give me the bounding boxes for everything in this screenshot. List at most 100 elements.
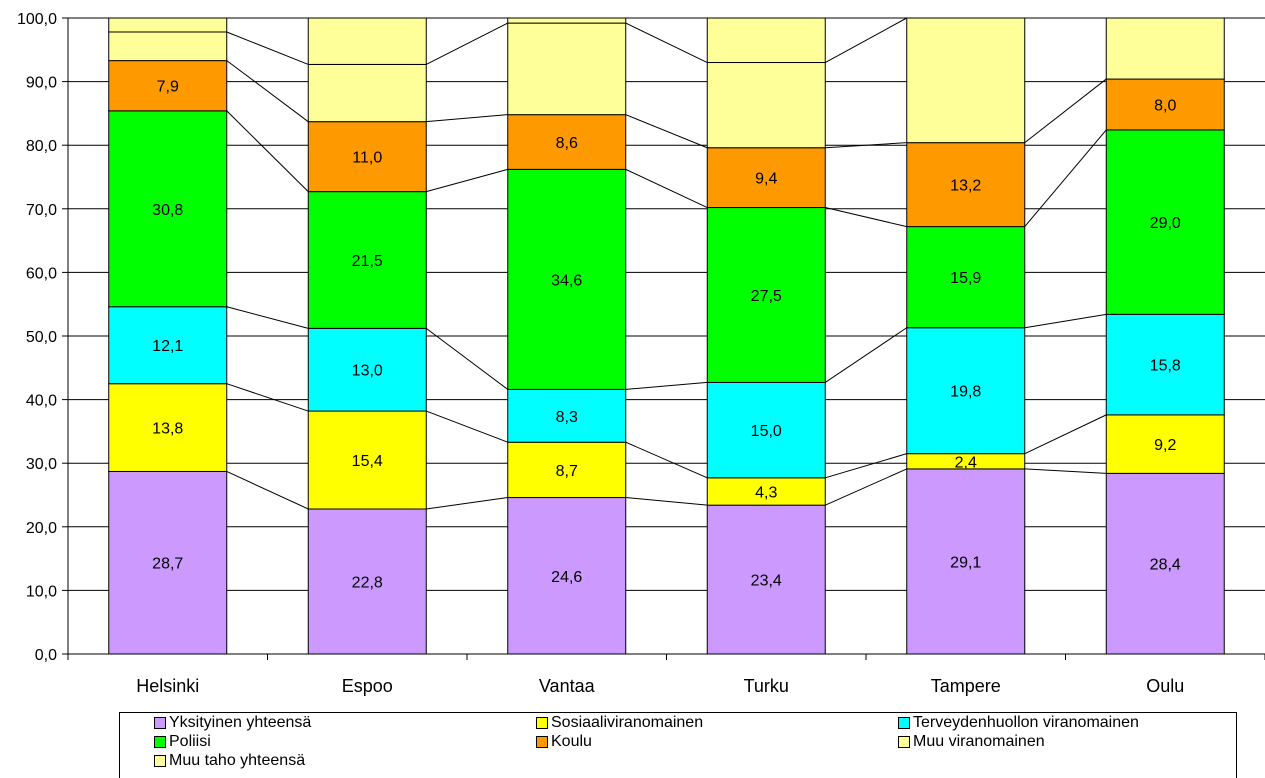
series-line	[426, 497, 508, 510]
series-line	[1024, 129, 1107, 227]
series-line	[625, 22, 708, 63]
bar-segment	[706, 147, 826, 209]
legend-item: Sosiaaliviranomainen	[536, 714, 703, 732]
legend-swatch	[898, 736, 910, 748]
legend-swatch	[154, 736, 166, 748]
axes: 0,0 10,0 20,0 30,0 40,0 50,0 60,0 70,0 80,0 90,0 1…	[17, 11, 1265, 696]
legend-item: Koulu	[536, 733, 592, 751]
bar-segment	[307, 17, 427, 65]
data-label: 23,4	[751, 573, 782, 590]
series-line	[1024, 414, 1107, 455]
y-tick-label: 50,0	[26, 329, 57, 346]
series-line	[1024, 313, 1107, 329]
bar-segment	[507, 17, 627, 24]
data-label: 30,8	[152, 202, 183, 219]
y-tick-label: 70,0	[26, 202, 57, 219]
legend-swatch	[898, 717, 910, 729]
data-label: 15,8	[1150, 358, 1181, 375]
legend-item: Muu viranomainen	[898, 733, 1045, 751]
data-label: 15,9	[950, 270, 981, 287]
bars	[108, 17, 1225, 655]
data-label: 8,3	[556, 409, 578, 426]
stacked-bar-chart: 0,0 10,0 20,0 30,0 40,0 50,0 60,0 70,0 80,0 90,0 1…	[17, 11, 1265, 696]
series-line	[1024, 468, 1107, 474]
legend-swatch	[154, 755, 166, 767]
data-label: 13,2	[950, 178, 981, 195]
bar-segment	[108, 110, 228, 308]
series-line	[426, 22, 508, 65]
y-tick-label: 60,0	[26, 265, 57, 282]
bar-segment	[108, 383, 228, 472]
bar-segment	[307, 410, 427, 510]
data-label: 12,1	[152, 338, 183, 355]
legend-label: Muu taho yhteensä	[169, 752, 306, 769]
bar-segment	[1105, 17, 1225, 80]
bar-segment	[706, 207, 826, 383]
series-line	[625, 497, 708, 506]
y-tick-label: 80,0	[26, 138, 57, 155]
data-label: 29,0	[1150, 215, 1181, 232]
legend-swatch	[154, 717, 166, 729]
series-line	[426, 114, 508, 123]
data-label: 28,7	[152, 556, 183, 573]
y-tick-label: 100,0	[17, 11, 57, 28]
bar-segment	[906, 142, 1026, 228]
data-label: 9,2	[1154, 437, 1176, 454]
bar-segment	[507, 441, 627, 499]
series-line	[825, 207, 907, 228]
series-line	[825, 453, 907, 479]
x-tick-label: Tampere	[931, 676, 1001, 696]
data-label: 8,6	[556, 135, 578, 152]
bar-segment	[307, 191, 427, 329]
legend-label: Muu viranomainen	[913, 733, 1045, 750]
bar-segment	[307, 508, 427, 655]
data-label: 11,0	[352, 150, 382, 167]
series-line	[625, 441, 708, 479]
series-line	[825, 17, 907, 63]
data-label: 34,6	[551, 272, 582, 289]
series-line	[825, 142, 907, 149]
bar-segment	[507, 22, 627, 116]
data-label: 7,9	[157, 79, 179, 96]
data-label: 2,4	[955, 454, 977, 471]
data-label: 8,7	[556, 463, 578, 480]
bar-segment	[906, 327, 1026, 455]
data-label: 4,3	[755, 485, 777, 502]
data-label: 24,6	[551, 569, 582, 586]
y-tick-label: 10,0	[26, 583, 57, 600]
series-line	[226, 383, 309, 412]
series-line	[825, 468, 907, 506]
bar-segment	[108, 470, 228, 655]
bar-segment	[108, 306, 228, 385]
legend-label: Koulu	[551, 733, 592, 750]
bar-segment	[906, 17, 1026, 144]
series-line	[625, 381, 708, 390]
data-label: 19,8	[950, 384, 981, 401]
legend-label: Yksityinen yhteensä	[169, 714, 312, 731]
legend-swatch	[536, 717, 548, 729]
data-labels: 28,7 22,8 24,6 23,4 29,1 28,4 13,8 15,4 8,7 4,3 2,…	[152, 79, 1181, 592]
series-line	[226, 471, 309, 510]
bar-segment	[307, 63, 427, 123]
x-tick-label: Vantaa	[539, 676, 596, 696]
bar-segment	[906, 468, 1026, 655]
bar-segment	[1105, 78, 1225, 131]
y-tick-label: 90,0	[26, 75, 57, 92]
data-label: 13,0	[352, 363, 383, 380]
data-label: 28,4	[1150, 557, 1181, 574]
bar-segment	[108, 17, 228, 33]
series-line	[426, 410, 508, 443]
y-tick-label: 30,0	[26, 456, 57, 473]
bar-segment	[307, 327, 427, 412]
series-line	[226, 60, 309, 123]
data-label: 15,4	[352, 453, 383, 470]
legend-swatch	[536, 736, 548, 748]
data-label: 15,0	[751, 423, 782, 440]
series-line	[425, 327, 509, 390]
x-tick-label: Turku	[744, 676, 789, 696]
series-line	[226, 110, 309, 192]
series-line	[625, 114, 708, 149]
legend-item: Muu taho yhteensä	[154, 752, 305, 770]
legend-label: Sosiaaliviranomainen	[551, 714, 704, 731]
legend-item: Terveydenhuollon viranomainen	[898, 714, 1139, 732]
